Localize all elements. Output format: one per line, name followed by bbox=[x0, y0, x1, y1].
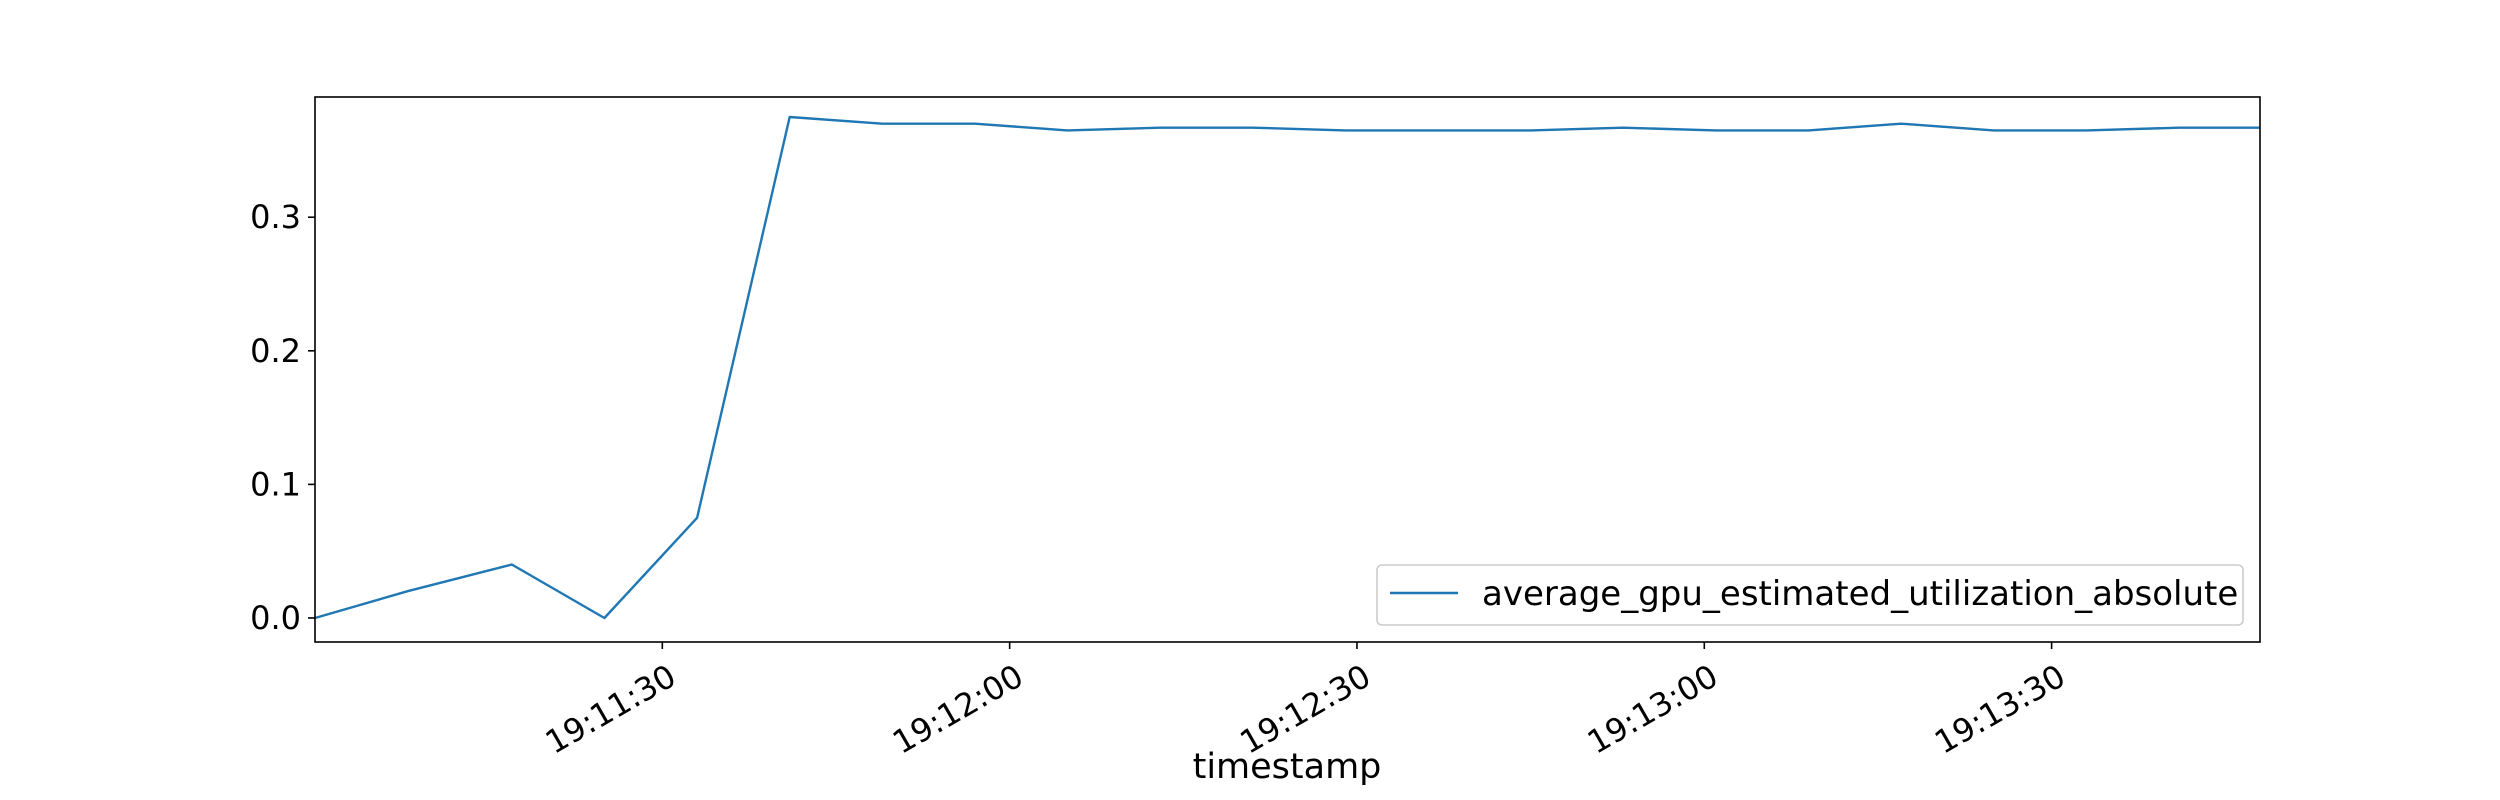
data-point[interactable] bbox=[1991, 127, 1997, 133]
legend-box bbox=[1376, 564, 2244, 626]
data-point[interactable] bbox=[879, 121, 885, 127]
data-point[interactable] bbox=[972, 121, 978, 127]
data-point[interactable] bbox=[787, 114, 793, 120]
y-tick-label: 0.0 bbox=[250, 599, 301, 637]
data-point[interactable] bbox=[1898, 121, 1904, 127]
legend[interactable]: average_gpu_estimated_utilization_absolu… bbox=[1376, 564, 2244, 626]
x-axis-label: timestamp bbox=[1193, 747, 1382, 787]
y-tick-label: 0.3 bbox=[250, 198, 301, 236]
data-point[interactable] bbox=[601, 615, 607, 621]
data-point[interactable] bbox=[1157, 125, 1163, 131]
series-line-0 bbox=[314, 115, 2260, 620]
data-point[interactable] bbox=[1342, 127, 1348, 133]
data-point[interactable] bbox=[1620, 125, 1626, 131]
data-point[interactable] bbox=[1713, 127, 1719, 133]
data-point[interactable] bbox=[1065, 127, 1071, 133]
data-point[interactable] bbox=[2083, 127, 2089, 133]
y-tick-label: 0.1 bbox=[250, 465, 301, 503]
data-point[interactable] bbox=[1250, 125, 1256, 131]
y-tick-label: 0.2 bbox=[250, 332, 301, 370]
y-axis: 0.0 0.1 0.2 0.3 bbox=[250, 198, 315, 637]
data-point[interactable] bbox=[405, 588, 411, 594]
data-point[interactable] bbox=[1435, 127, 1441, 133]
data-point[interactable] bbox=[1528, 127, 1534, 133]
plot-area-frame bbox=[314, 96, 2261, 643]
legend-entry-label: average_gpu_estimated_utilization_absolu… bbox=[1482, 574, 2238, 614]
data-point[interactable] bbox=[694, 515, 700, 521]
data-point[interactable] bbox=[2176, 125, 2182, 131]
data-point[interactable] bbox=[1806, 127, 1812, 133]
series-layer bbox=[314, 114, 2260, 621]
data-point[interactable] bbox=[509, 562, 515, 568]
